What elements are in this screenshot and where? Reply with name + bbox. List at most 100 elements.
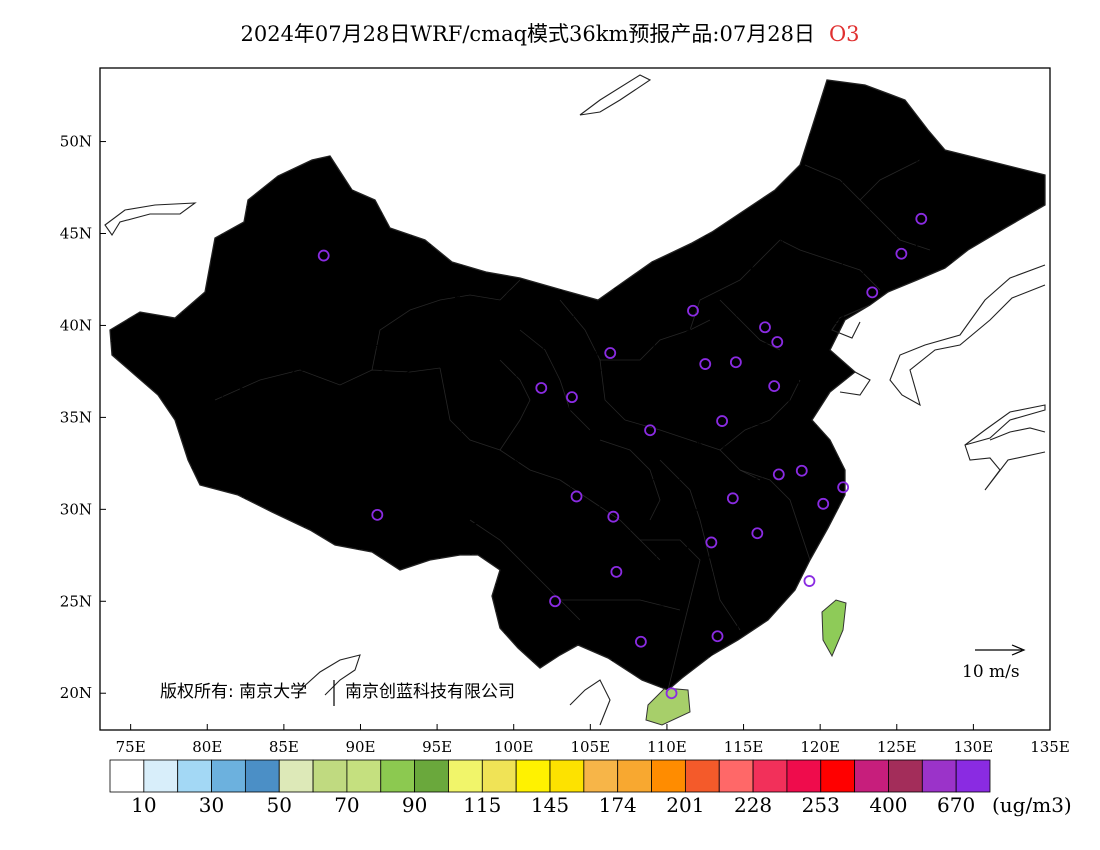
wind-arrow [966, 207, 980, 217]
city-site-marker [716, 415, 728, 427]
wind-arrow [806, 207, 818, 219]
wind-arrow [541, 396, 548, 412]
wind-arrow [506, 99, 521, 106]
wind-arrow [760, 652, 766, 668]
wind-arrow [889, 99, 899, 113]
wind-arrow [293, 234, 305, 246]
wind-arrow [262, 607, 278, 614]
wind-arrow [1020, 342, 1034, 352]
wind-arrow [532, 234, 548, 240]
wind-arrow [208, 310, 224, 317]
wind-arrow [870, 654, 879, 668]
wind-arrow [789, 315, 806, 323]
wind-scale-legend: 10 m/s [962, 644, 1026, 682]
wind-arrow [110, 549, 116, 560]
city-site-marker [604, 347, 617, 359]
wind-arrow [595, 423, 602, 439]
wind-arrow [267, 142, 278, 155]
wind-arrow [913, 477, 926, 488]
wind-arrow [540, 504, 548, 519]
wind-arrow [186, 412, 197, 425]
colorbar-label: 400 [869, 793, 907, 817]
copyright-company: 南京创蓝科技有限公司 [345, 682, 515, 702]
wind-arrow [483, 369, 494, 382]
city-site-marker [866, 286, 879, 299]
colorbar-label: 70 [334, 793, 359, 817]
wind-arrow [425, 315, 440, 322]
wind-arrow [1018, 288, 1034, 295]
wind-arrow [750, 126, 764, 135]
wind-arrow [1005, 526, 1020, 533]
wind-arrow [773, 477, 791, 485]
wind-arrow [290, 315, 305, 324]
wind-arrow [321, 234, 332, 247]
wind-arrow [787, 517, 794, 533]
colorbar-swatch [448, 759, 483, 793]
wind-arrow [862, 261, 872, 275]
wind-arrow [384, 517, 390, 533]
wind-arrow [613, 178, 629, 184]
wind-arrow [843, 652, 850, 668]
wind-arrow [568, 396, 575, 412]
wind-arrow [941, 234, 953, 246]
wind-arrow [532, 126, 548, 132]
wind-arrow [209, 336, 224, 344]
wind-arrow [750, 207, 764, 216]
wind-arrow [858, 504, 872, 514]
city-site-marker [895, 247, 908, 260]
wind-arrow [480, 234, 494, 243]
wind-arrow [546, 526, 562, 533]
wind-arrow [937, 315, 953, 322]
copyright-text: 版权所有: 南京大学 [160, 682, 307, 702]
wind-arrow [735, 309, 753, 317]
wind-arrow [600, 578, 615, 587]
city-site-marker [634, 635, 647, 648]
wind-arrow [185, 386, 197, 398]
lat-tick-label: 20N [60, 684, 92, 702]
wind-arrow [789, 369, 800, 385]
wind-arrow [465, 657, 478, 668]
wind-arrow [627, 657, 640, 668]
wind-arrow [1005, 553, 1020, 560]
wind-arrow [289, 423, 305, 430]
wind-arrow [1005, 607, 1020, 614]
wind-arrow [262, 229, 278, 236]
wind-arrow [317, 450, 332, 458]
city-site-marker [607, 510, 620, 523]
wind-arrow [1018, 99, 1034, 106]
wind-arrow [573, 580, 588, 587]
wind-arrow [967, 423, 980, 434]
wind-arrow [133, 114, 143, 128]
wind-arrow [132, 520, 143, 533]
wind-arrow [735, 283, 753, 290]
wind-arrow [465, 522, 478, 533]
wind-arrow [944, 504, 953, 518]
wind-arrow [399, 396, 413, 406]
wind-arrow [268, 492, 278, 506]
colorbar-swatch [312, 759, 348, 793]
wind-arrow [453, 342, 467, 352]
colorbar-swatch [278, 759, 314, 793]
wind-arrow [883, 396, 899, 403]
wind-arrow [816, 679, 822, 690]
wind-arrow [397, 315, 413, 322]
colorbar-swatch [854, 759, 889, 793]
wind-arrow [941, 153, 953, 165]
wind-arrow [492, 524, 506, 533]
wind-arrow [627, 684, 640, 690]
wind-arrow [640, 232, 656, 238]
wind-arrow [110, 337, 116, 344]
wind-arrow [344, 396, 359, 403]
wind-arrow [722, 126, 737, 133]
wind-arrow [110, 87, 116, 101]
colorbar-label: 50 [267, 793, 292, 817]
wind-arrow [438, 654, 448, 668]
wind-arrow [789, 342, 805, 353]
wind-arrow [708, 330, 721, 344]
wind-arrow [454, 207, 467, 218]
wind-arrow [215, 465, 224, 479]
wind-arrow [302, 652, 308, 668]
wind-arrow [291, 504, 305, 514]
wind-arrow [235, 229, 251, 236]
wind-arrow [262, 284, 278, 290]
